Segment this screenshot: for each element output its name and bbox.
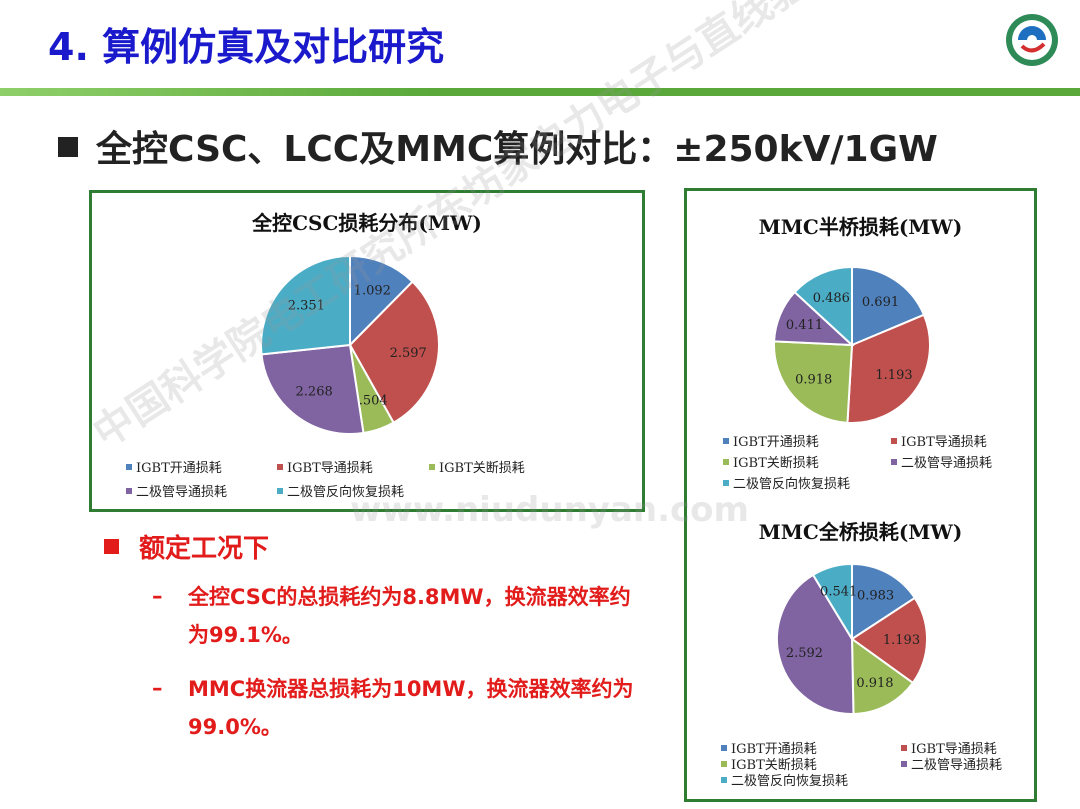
- pie-slice: [793, 265, 853, 348]
- pie-slice: [850, 637, 915, 716]
- legend-item: IGBT导通损耗: [891, 431, 987, 450]
- pie-data-label: 0.486: [813, 291, 850, 306]
- legend-swatch: [891, 458, 897, 465]
- pie-slice: [260, 254, 351, 356]
- pie-data-label: 1.092: [354, 284, 391, 299]
- legend-item: 二极管反向恢复损耗: [723, 473, 850, 492]
- legend-label: 二极管导通损耗: [136, 485, 228, 500]
- legend-swatch: [126, 463, 132, 470]
- slide-title: 4. 算例仿真及对比研究: [48, 25, 445, 69]
- pie-slice: [846, 313, 931, 424]
- pie-slice: [348, 280, 440, 424]
- institute-logo-icon: [1006, 14, 1058, 66]
- pie-data-label: 0.918: [856, 676, 893, 691]
- pie-slice: [349, 254, 414, 348]
- legend-label: IGBT关断损耗: [731, 758, 817, 773]
- legend-label: 二极管反向恢复损耗: [287, 485, 405, 500]
- legend-label: IGBT导通损耗: [901, 435, 987, 450]
- section-heading: 全控CSC、LCC及MMC算例对比：±250kV/1GW: [58, 120, 938, 172]
- legend-label: IGBT开通损耗: [733, 435, 819, 450]
- pie-data-label: 0.411: [786, 318, 823, 333]
- legend-label: 二极管反向恢复损耗: [731, 774, 849, 789]
- legend-item: IGBT关断损耗: [723, 452, 819, 471]
- legend-swatch: [721, 776, 727, 783]
- legend-item: IGBT开通损耗: [721, 738, 817, 757]
- legend-label: 二极管导通损耗: [911, 758, 1003, 773]
- legend-label: IGBT导通损耗: [911, 742, 997, 757]
- legend-swatch: [126, 487, 132, 494]
- chart-title-mmc-half: MMC半桥损耗(MW): [758, 215, 963, 239]
- section-heading-text: 全控CSC、LCC及MMC算例对比：±250kV/1GW: [96, 129, 938, 170]
- pie-data-label: 0.918: [795, 372, 832, 387]
- legend-item: 二极管导通损耗: [901, 754, 1002, 773]
- legend-label: IGBT关断损耗: [733, 456, 819, 471]
- point-mmc: MMC换流器总损耗为10MW，换流器效率约为99.0%。: [188, 677, 634, 739]
- square-bullet-icon: [104, 539, 119, 554]
- legend-swatch: [277, 487, 283, 494]
- pie-data-label: 0.541: [820, 584, 857, 599]
- pie-slice: [260, 343, 365, 435]
- pie-data-label: 2.268: [296, 385, 333, 400]
- csc-chart-panel: 全控CSC损耗分布(MW) 1.092 2.597 0.504 2.268 2.351 …: [89, 190, 645, 512]
- legend-item: IGBT开通损耗: [126, 457, 222, 476]
- legend-item: IGBT导通损耗: [901, 738, 997, 757]
- pie-slice: [850, 596, 928, 685]
- conditions-heading: 额定工况下: [104, 528, 269, 565]
- mmc-chart-panel: MMC半桥损耗(MW) 0.691 1.193 0.918 0.411 0.486 IG…: [684, 188, 1037, 802]
- legend-swatch: [277, 463, 283, 470]
- pie-slice: [851, 562, 917, 641]
- pie-slice: [776, 573, 855, 715]
- legend-item: 二极管导通损耗: [126, 481, 227, 500]
- pie-data-label: 1.193: [875, 368, 912, 383]
- legend-label: 二极管反向恢复损耗: [733, 477, 851, 492]
- pie-slice: [851, 265, 926, 347]
- legend-swatch: [901, 760, 907, 767]
- pie-slice: [773, 340, 854, 424]
- chart-title-mmc-full: MMC全桥损耗(MW): [758, 520, 963, 544]
- legend-label: IGBT关断损耗: [439, 461, 525, 476]
- legend-item: IGBT导通损耗: [277, 457, 373, 476]
- legend-label: IGBT开通损耗: [731, 742, 817, 757]
- dash-bullet-icon: –: [152, 676, 163, 700]
- legend-item: IGBT关断损耗: [429, 457, 525, 476]
- pie-data-label: 2.351: [288, 299, 325, 314]
- chart-title-csc: 全控CSC损耗分布(MW): [252, 211, 482, 235]
- legend-label: IGBT开通损耗: [136, 461, 222, 476]
- legend-swatch: [721, 744, 727, 751]
- dash-bullet-icon: –: [152, 584, 163, 608]
- legend-swatch: [723, 437, 729, 444]
- legend-swatch: [721, 760, 727, 767]
- legend-swatch: [429, 463, 435, 470]
- conditions-heading-text: 额定工况下: [139, 534, 270, 564]
- mmc-full-bridge-pie-chart: 0.983 1.193 0.918 2.592 0.541: [776, 562, 928, 716]
- pie-data-label: 1.193: [883, 633, 920, 648]
- legend-swatch: [891, 437, 897, 444]
- legend-swatch: [901, 744, 907, 751]
- legend-item: IGBT开通损耗: [723, 431, 819, 450]
- legend-item: 二极管反向恢复损耗: [721, 770, 848, 789]
- mmc-half-bridge-pie-chart: 0.691 1.193 0.918 0.411 0.486: [773, 265, 931, 424]
- pie-data-label: 0.691: [862, 295, 899, 310]
- legend-item: 二极管导通损耗: [891, 452, 992, 471]
- legend-label: IGBT导通损耗: [287, 461, 373, 476]
- point-csc: 全控CSC的总损耗约为8.8MW，换流器效率约为99.1%。: [188, 585, 631, 647]
- title-divider: [0, 88, 1080, 96]
- legend-item: IGBT关断损耗: [721, 754, 817, 773]
- pie-data-label: 2.597: [390, 346, 427, 361]
- legend-label: 二极管导通损耗: [901, 456, 993, 471]
- square-bullet-icon: [58, 137, 78, 157]
- pie-data-label: 0.983: [857, 588, 894, 603]
- legend-swatch: [723, 458, 729, 465]
- pie-slice: [811, 562, 853, 643]
- pie-data-label: 2.592: [786, 646, 823, 661]
- legend-item: 二极管反向恢复损耗: [277, 481, 404, 500]
- legend-swatch: [723, 479, 729, 486]
